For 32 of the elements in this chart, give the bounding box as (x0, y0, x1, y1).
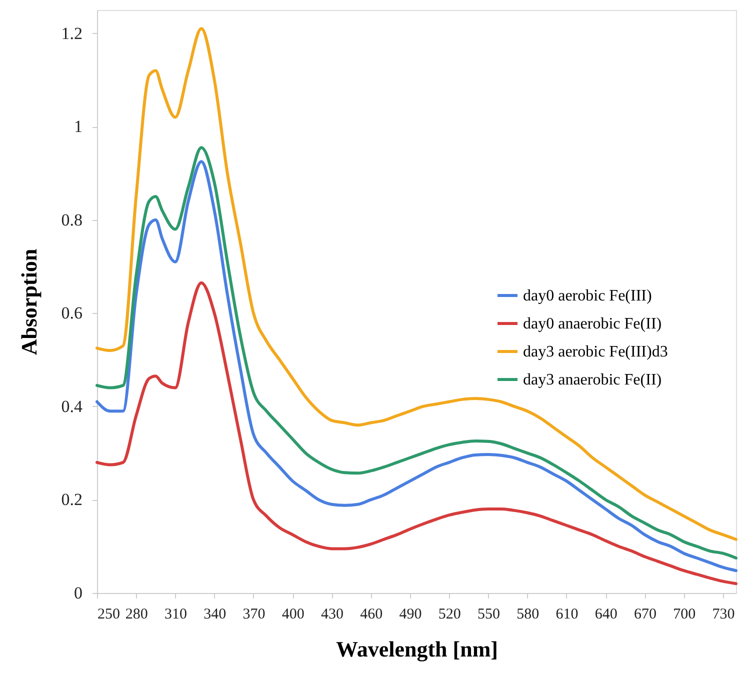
line-series (96, 27, 738, 541)
x-tick-label: 610 (556, 606, 578, 622)
x-tick-label: 430 (320, 606, 344, 622)
legend-label: day0 aerobic Fe(III) (523, 288, 652, 305)
y-tick-label: 1.2 (61, 24, 82, 43)
line-series (96, 281, 738, 586)
y-tick-label: 0 (74, 584, 82, 602)
y-tick-label: 0.2 (61, 490, 82, 510)
legend-label: day0 anaerobic Fe(II) (523, 316, 662, 333)
x-tick-label: 250 (98, 606, 120, 622)
x-tick-label: 310 (164, 606, 187, 622)
legend-label: day3 aerobic Fe(III)d3 (523, 344, 668, 361)
x-tick-label: 340 (204, 606, 226, 622)
x-tick-label: 730 (712, 606, 735, 622)
x-tick-label: 550 (477, 606, 500, 622)
x-tick-label: 460 (360, 606, 383, 622)
y-axis-title: Absorption (16, 248, 42, 356)
x-tick-label: 400 (282, 606, 304, 622)
x-tick-label: 640 (594, 606, 618, 622)
x-tick-label: 670 (634, 606, 656, 622)
y-tick-label: 0.4 (61, 396, 83, 416)
x-tick-label: 520 (438, 606, 461, 622)
x-axis-title: Wavelength [nm] (336, 636, 498, 662)
x-tick-label: 580 (516, 606, 540, 622)
y-tick-label: 0.6 (61, 304, 82, 323)
legend-label: day3 anaerobic Fe(II) (523, 372, 662, 389)
x-tick-label: 700 (673, 606, 696, 622)
y-tick-label: 1 (74, 117, 82, 136)
y-tick-label: 0.8 (61, 210, 82, 230)
x-tick-label: 280 (125, 606, 148, 622)
x-tick-label: 490 (399, 606, 422, 622)
x-tick-label: 370 (242, 606, 266, 622)
